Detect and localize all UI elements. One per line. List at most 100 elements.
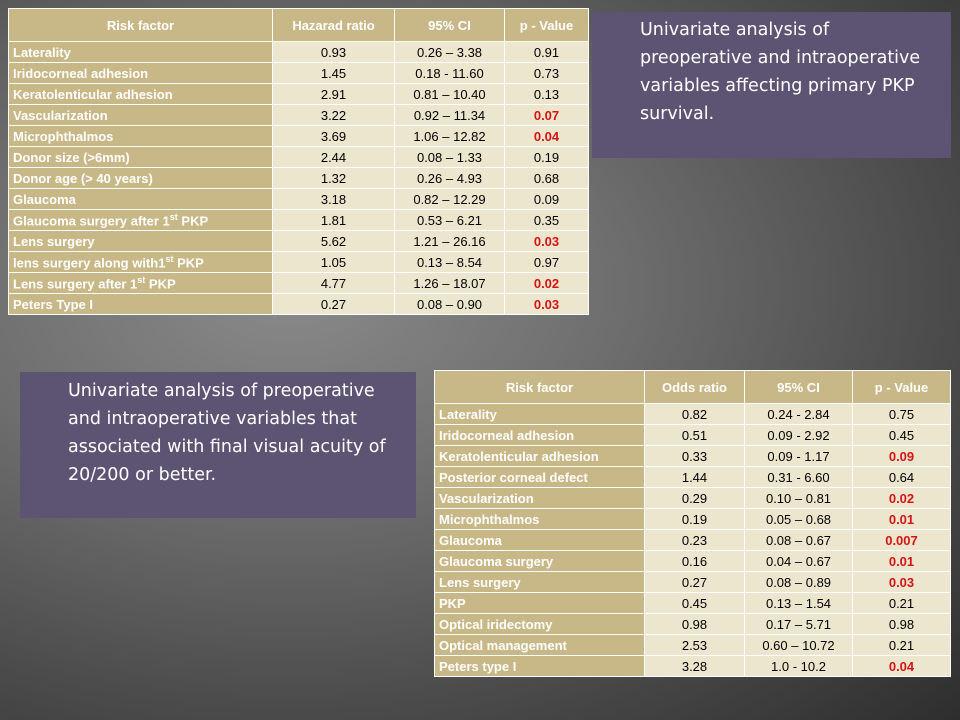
ci-cell: 0.08 – 0.89: [744, 571, 853, 593]
risk-factor-cell: Donor size (>6mm): [8, 146, 273, 168]
risk-factor-label: Donor age (> 40 years): [13, 170, 153, 186]
table-row: Peters Type I 0.27 0.08 – 0.90 0.03: [8, 293, 589, 315]
p-value-cell: 0.03: [852, 571, 951, 593]
risk-factor-cell: Glaucoma surgery after 1st PKP: [8, 209, 273, 231]
p-value-cell: 0.007: [852, 529, 951, 551]
table-row: Lens surgery after 1st PKP 4.77 1.26 – 18.…: [8, 272, 589, 294]
risk-factor-label: Lens surgery after 1: [13, 276, 138, 292]
p-value-cell: 0.02: [504, 272, 589, 294]
risk-factor-suffix: PKP: [173, 255, 204, 271]
ci-cell: 1.0 - 10.2: [744, 655, 853, 677]
ci-cell: 1.21 – 26.16: [394, 230, 505, 252]
p-value-cell: 0.01: [852, 508, 951, 530]
ratio-cell: 0.16: [644, 550, 745, 572]
table-row: Donor size (>6mm) 2.44 0.08 – 1.33 0.19: [8, 146, 589, 168]
p-value-cell: 0.35: [504, 209, 589, 231]
risk-factor-suffix: PKP: [177, 213, 209, 229]
risk-factor-label: Glaucoma surgery: [439, 553, 554, 569]
p-value-cell: 0.21: [852, 634, 951, 656]
risk-factor-label: Microphthalmos: [439, 511, 540, 527]
ci-cell: 0.09 - 1.17: [744, 445, 853, 467]
header-risk-factor: Risk factor: [8, 8, 273, 42]
ordinal-superscript: st: [169, 211, 178, 222]
ci-cell: 0.53 – 6.21: [394, 209, 505, 231]
ratio-cell: 0.51: [644, 424, 745, 446]
ci-cell: 1.06 – 12.82: [394, 125, 505, 147]
risk-factor-suffix: PKP: [145, 276, 176, 292]
ratio-cell: 3.18: [272, 188, 395, 210]
table-row: Optical iridectomy 0.98 0.17 – 5.71 0.98: [434, 613, 951, 635]
risk-factor-cell: Donor age (> 40 years): [8, 167, 273, 189]
ratio-cell: 0.19: [644, 508, 745, 530]
p-value-cell: 0.13: [504, 83, 589, 105]
table-row: Glaucoma surgery 0.16 0.04 – 0.67 0.01: [434, 550, 951, 572]
ratio-cell: 1.44: [644, 466, 745, 488]
table-row: Lens surgery 0.27 0.08 – 0.89 0.03: [434, 571, 951, 593]
risk-factor-cell: Lens surgery after 1st PKP: [8, 272, 273, 294]
table-row: Posterior corneal defect 1.44 0.31 - 6.60 0…: [434, 466, 951, 488]
hazard-ratio-table: Risk factor Hazarad ratio 95% CI p - Val…: [8, 8, 589, 315]
risk-factor-label: Keratolenticular adhesion: [439, 448, 599, 464]
table-row: Microphthalmos 0.19 0.05 – 0.68 0.01: [434, 508, 951, 530]
ci-cell: 0.08 – 0.67: [744, 529, 853, 551]
caption-visual-acuity: Univariate analysis of preoperative and …: [20, 372, 416, 518]
ci-cell: 1.26 – 18.07: [394, 272, 505, 294]
table-row: Vascularization 3.22 0.92 – 11.34 0.07: [8, 104, 589, 126]
ratio-cell: 0.27: [644, 571, 745, 593]
risk-factor-label: Glaucoma surgery after 1: [13, 213, 170, 229]
ratio-cell: 3.28: [644, 655, 745, 677]
p-value-cell: 0.68: [504, 167, 589, 189]
ci-cell: 0.26 – 3.38: [394, 41, 505, 63]
p-value-cell: 0.21: [852, 592, 951, 614]
risk-factor-label: Glaucoma: [439, 532, 502, 548]
table-header-row: Risk factor Hazarad ratio 95% CI p - Val…: [8, 8, 589, 42]
hazard-ratio-table-body: Laterality 0.93 0.26 – 3.38 0.91 Iridocornea…: [8, 41, 589, 315]
ratio-cell: 0.93: [272, 41, 395, 63]
header-risk-factor: Risk factor: [434, 370, 645, 404]
risk-factor-cell: Optical management: [434, 634, 645, 656]
risk-factor-label: Keratolenticular adhesion: [13, 86, 173, 102]
risk-factor-label: Lens surgery: [13, 233, 95, 249]
table-row: Microphthalmos 3.69 1.06 – 12.82 0.04: [8, 125, 589, 147]
table-row: Glaucoma surgery after 1st PKP 1.81 0.53 –…: [8, 209, 589, 231]
p-value-cell: 0.03: [504, 293, 589, 315]
ci-cell: 0.18 - 11.60: [394, 62, 505, 84]
ci-cell: 0.10 – 0.81: [744, 487, 853, 509]
ratio-cell: 3.69: [272, 125, 395, 147]
risk-factor-cell: Lens surgery: [434, 571, 645, 593]
p-value-cell: 0.73: [504, 62, 589, 84]
ratio-cell: 1.32: [272, 167, 395, 189]
table-row: Optical management 2.53 0.60 – 10.72 0.21: [434, 634, 951, 656]
risk-factor-label: PKP: [439, 595, 466, 611]
ci-cell: 0.04 – 0.67: [744, 550, 853, 572]
table-row: Laterality 0.82 0.24 - 2.84 0.75: [434, 403, 951, 425]
ci-cell: 0.24 - 2.84: [744, 403, 853, 425]
p-value-cell: 0.07: [504, 104, 589, 126]
risk-factor-cell: Glaucoma: [8, 188, 273, 210]
ci-cell: 0.13 – 8.54: [394, 251, 505, 273]
header-hazard-ratio: Hazarad ratio: [272, 8, 395, 42]
ratio-cell: 1.45: [272, 62, 395, 84]
p-value-cell: 0.04: [852, 655, 951, 677]
risk-factor-label: Optical iridectomy: [439, 616, 553, 632]
table-row: Glaucoma 3.18 0.82 – 12.29 0.09: [8, 188, 589, 210]
risk-factor-cell: Microphthalmos: [8, 125, 273, 147]
ci-cell: 0.17 – 5.71: [744, 613, 853, 635]
ratio-cell: 0.45: [644, 592, 745, 614]
p-value-cell: 0.02: [852, 487, 951, 509]
risk-factor-cell: Keratolenticular adhesion: [8, 83, 273, 105]
header-ci: 95% CI: [744, 370, 853, 404]
table-row: Vascularization 0.29 0.10 – 0.81 0.02: [434, 487, 951, 509]
risk-factor-label: Peters Type I: [13, 296, 93, 312]
header-odds-ratio: Odds ratio: [644, 370, 745, 404]
ratio-cell: 3.22: [272, 104, 395, 126]
table-row: lens surgery along with1st PKP 1.05 0.13 –…: [8, 251, 589, 273]
ratio-cell: 0.98: [644, 613, 745, 635]
p-value-cell: 0.01: [852, 550, 951, 572]
p-value-cell: 0.97: [504, 251, 589, 273]
ratio-cell: 0.33: [644, 445, 745, 467]
risk-factor-label: Laterality: [13, 44, 71, 60]
p-value-cell: 0.19: [504, 146, 589, 168]
risk-factor-label: Posterior corneal defect: [439, 469, 588, 485]
caption-pkp-survival: Univariate analysis of preoperative and …: [592, 12, 951, 158]
